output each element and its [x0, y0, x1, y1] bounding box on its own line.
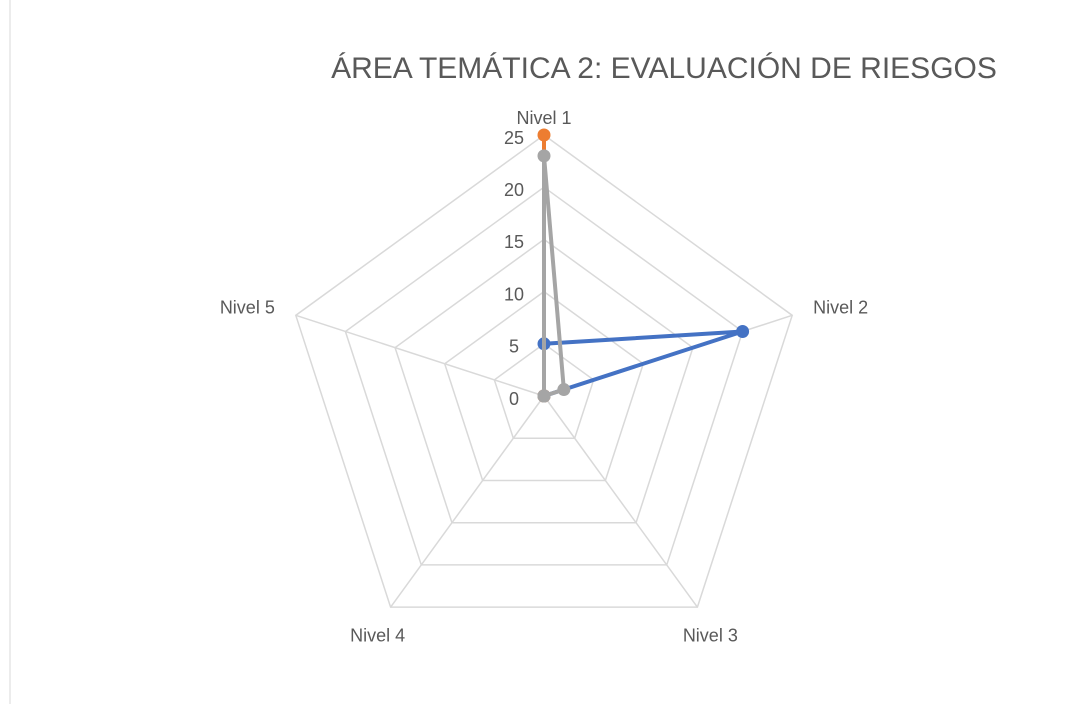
series-line [542, 153, 566, 398]
r-tick-label: 20 [504, 180, 524, 200]
spoke [389, 395, 545, 608]
category-label: Nivel 2 [813, 297, 868, 317]
spoke [295, 314, 545, 397]
grid-ring [294, 134, 794, 608]
r-tick-label: 25 [504, 128, 524, 148]
category-label: Nivel 3 [683, 626, 738, 646]
r-tick-label: 5 [509, 337, 519, 357]
data-point [557, 383, 571, 397]
spoke [543, 395, 699, 608]
grid-ring [344, 186, 744, 566]
data-point [537, 128, 551, 142]
grid-ring [443, 290, 645, 482]
series-line [542, 329, 745, 398]
data-point [736, 324, 750, 338]
category-label: Nivel 1 [516, 108, 571, 128]
category-label: Nivel 4 [350, 626, 405, 646]
r-tick-label: 10 [504, 284, 524, 304]
chart-title: ÁREA TEMÁTICA 2: EVALUACIÓN DE RIESGOS [331, 52, 997, 85]
data-point [537, 389, 551, 403]
category-label: Nivel 5 [220, 297, 275, 317]
data-point [537, 149, 551, 163]
grid-ring [394, 238, 694, 524]
grid-ring [493, 342, 595, 439]
r-tick-label: 15 [504, 232, 524, 252]
r-tick-label: 0 [509, 389, 519, 409]
